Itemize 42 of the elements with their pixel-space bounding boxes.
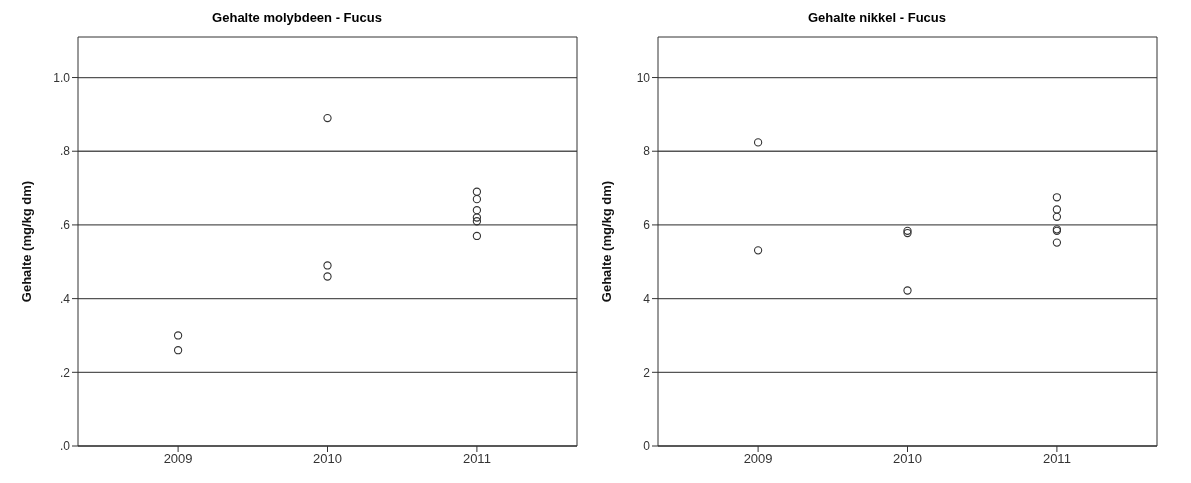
x-tick-label: 2009: [743, 451, 773, 467]
point: [1052, 193, 1062, 202]
point: [472, 206, 482, 215]
point: [753, 246, 763, 255]
point: [1052, 238, 1062, 247]
y-tick-label: 2: [643, 365, 651, 380]
point: [903, 228, 912, 238]
x-tick-label: 2011: [462, 451, 491, 467]
y-tick-label: .6: [59, 218, 71, 233]
y-tick-label: 10: [636, 70, 651, 85]
y-tick-label: 1.0: [53, 70, 71, 85]
y-axis-title: Gehalte (mg/kg dm): [18, 180, 34, 303]
y-tick-label: 8: [643, 144, 651, 159]
x-tick-label: 2010: [313, 451, 342, 467]
point: [753, 138, 763, 147]
y-tick-label: .0: [59, 439, 71, 454]
point: [1052, 205, 1062, 214]
chart-title: Gehalte molybdeen - Fucus: [211, 10, 383, 26]
y-tick-label: .2: [59, 365, 71, 380]
x-tick-label: 2011: [1042, 451, 1071, 467]
point: [472, 187, 482, 196]
x-tick-label: 2010: [893, 451, 922, 467]
x-tick-label: 2009: [163, 451, 193, 467]
point: [323, 272, 332, 281]
point: [472, 194, 482, 204]
y-tick-label: 4: [643, 291, 651, 306]
point: [1052, 212, 1062, 221]
point: [323, 261, 332, 270]
point: [173, 331, 183, 340]
point: [903, 226, 912, 235]
point: [323, 113, 332, 123]
chart-title: Gehalte nikkel - Fucus: [807, 10, 947, 26]
point: [472, 217, 482, 226]
y-tick-label: 6: [643, 218, 651, 233]
point: [472, 213, 482, 222]
point: [472, 231, 482, 241]
y-tick-label: 0: [643, 439, 651, 454]
y-tick-label: .4: [59, 291, 71, 306]
point: [903, 286, 912, 295]
point: [173, 346, 183, 355]
y-axis-title: Gehalte (mg/kg dm): [598, 180, 614, 303]
y-tick-label: .8: [59, 144, 71, 159]
